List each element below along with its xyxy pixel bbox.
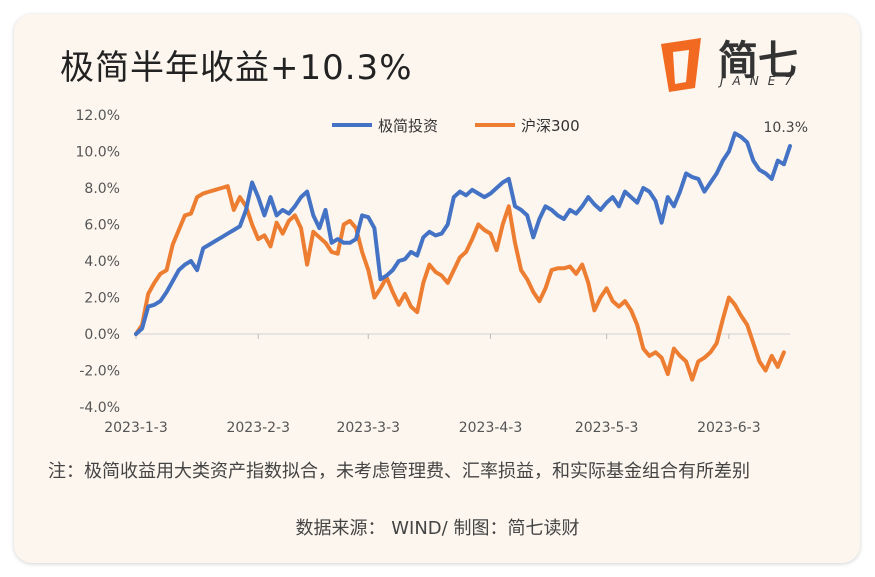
y-tick-label: 12.0%: [76, 108, 120, 124]
y-tick-label: 0.0%: [84, 327, 120, 343]
chart-title: 极简半年收益+10.3%: [60, 48, 413, 88]
y-tick-label: 8.0%: [84, 181, 120, 197]
y-axis: 12.0% 10.0% 8.0% 6.0% 4.0% 2.0% 0.0% -2.0% -4.0%: [76, 108, 120, 416]
y-tick-label: 2.0%: [84, 291, 120, 307]
y-tick-label: 10.0%: [76, 145, 120, 161]
logo-subtext: JANE7: [720, 74, 801, 88]
y-tick-label: 6.0%: [84, 218, 120, 234]
x-tick-label: 2023-5-3: [575, 420, 639, 436]
end-value-label: 10.3%: [764, 120, 808, 136]
logo-mark: [661, 38, 701, 92]
series-line-1: [134, 131, 792, 336]
legend-label: 极简投资: [378, 117, 438, 135]
legend-label: 沪深300: [521, 117, 580, 135]
y-tick-label: -4.0%: [79, 400, 120, 416]
footnote: 注：极简收益用大类资产指数拟合，未考虑管理费、汇率损益，和实际基金组合有所差别: [48, 461, 750, 482]
x-tick-label: 2023-4-3: [459, 420, 523, 436]
data-source: 数据来源： WIND/ 制图：简七读财: [295, 518, 580, 539]
x-tick-label: 2023-3-3: [336, 420, 400, 436]
series-lines: [134, 131, 792, 382]
y-tick-label: -2.0%: [79, 364, 120, 380]
legend: 极简投资 沪深300: [332, 117, 580, 135]
x-axis: 2023-1-3 2023-2-3 2023-3-3 2023-4-3 2023-5-3…: [104, 333, 790, 436]
x-tick-label: 2023-1-3: [104, 420, 168, 436]
series-line-2: [134, 184, 786, 382]
x-tick-label: 2023-6-3: [697, 420, 761, 436]
logo-text: 简七: [718, 38, 798, 84]
x-tick-label: 2023-2-3: [226, 420, 290, 436]
y-tick-label: 4.0%: [84, 254, 120, 270]
chart-card: [14, 14, 860, 563]
